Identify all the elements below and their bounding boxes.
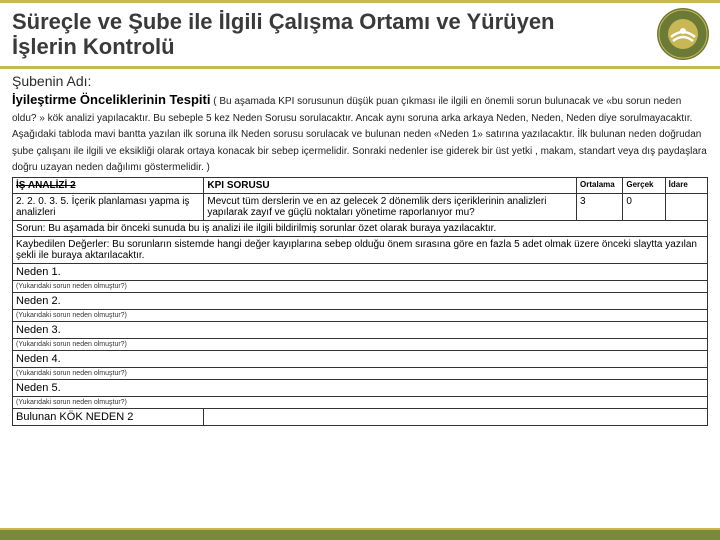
neden-sub-row: (Yukarıdaki sorun neden olmuştur?) <box>13 280 708 292</box>
analysis-table: İŞ ANALİZİ 2 KPI SORUSU Ortalama Gerçek … <box>12 177 708 426</box>
improvement-priorities-heading: İyileştirme Önceliklerinin Tespiti ( Bu … <box>12 92 708 175</box>
sorun-row: Sorun: Bu aşamada bir önceki sunuda bu i… <box>13 220 708 236</box>
neden-sub-row: (Yukarıdaki sorun neden olmuştur?) <box>13 309 708 321</box>
th-kpi: KPI SORUSU <box>204 177 577 193</box>
improvement-desc: ( Bu aşamada KPI sorusunun düşük puan çı… <box>12 96 707 173</box>
neden-row: Neden 2. <box>13 292 708 309</box>
neden-row: Neden 4. <box>13 350 708 367</box>
cell-ida <box>665 193 707 220</box>
neden-sub-row: (Yukarıdaki sorun neden olmuştur?) <box>13 367 708 379</box>
neden-row: Neden 5. <box>13 379 708 396</box>
neden-sub-row: (Yukarıdaki sorun neden olmuştur?) <box>13 338 708 350</box>
neden-sub-label: (Yukarıdaki sorun neden olmuştur?) <box>13 280 708 292</box>
neden-sub-label: (Yukarıdaki sorun neden olmuştur?) <box>13 338 708 350</box>
neden-sub-label: (Yukarıdaki sorun neden olmuştur?) <box>13 396 708 408</box>
bulunan-row: Bulunan KÖK NEDEN 2 <box>13 408 708 425</box>
neden-sub-label: (Yukarıdaki sorun neden olmuştur?) <box>13 367 708 379</box>
institution-logo <box>656 7 710 61</box>
cell-ger: 0 <box>623 193 665 220</box>
neden-label: Neden 2. <box>13 292 708 309</box>
neden-row: Neden 1. <box>13 263 708 280</box>
improvement-bold: İyileştirme Önceliklerinin Tespiti <box>12 92 210 107</box>
bulunan-label: Bulunan KÖK NEDEN 2 <box>13 408 204 425</box>
cell-kpi: Mevcut tüm derslerin ve en az gelecek 2 … <box>204 193 577 220</box>
bulunan-value <box>204 408 708 425</box>
table-row: 2. 2. 0. 3. 5. İçerik planlaması yapma i… <box>13 193 708 220</box>
neden-label: Neden 1. <box>13 263 708 280</box>
th-idare: İdare <box>665 177 707 193</box>
page-title: Süreçle ve Şube ile İlgili Çalışma Ortam… <box>12 9 602 60</box>
footer-stripe <box>0 528 720 540</box>
table-header-row: İŞ ANALİZİ 2 KPI SORUSU Ortalama Gerçek … <box>13 177 708 193</box>
cell-is: 2. 2. 0. 3. 5. İçerik planlaması yapma i… <box>13 193 204 220</box>
neden-sub-label: (Yukarıdaki sorun neden olmuştur?) <box>13 309 708 321</box>
neden-sub-row: (Yukarıdaki sorun neden olmuştur?) <box>13 396 708 408</box>
th-gercek: Gerçek <box>623 177 665 193</box>
neden-label: Neden 3. <box>13 321 708 338</box>
cell-ort: 3 <box>577 193 623 220</box>
th-is: İŞ ANALİZİ 2 <box>13 177 204 193</box>
th-ortalama: Ortalama <box>577 177 623 193</box>
branch-name-label: Şubenin Adı: <box>12 73 708 91</box>
neden-row: Neden 3. <box>13 321 708 338</box>
kaybedilen-row: Kaybedilen Değerler: Bu sorunların siste… <box>13 236 708 263</box>
neden-label: Neden 5. <box>13 379 708 396</box>
sorun-text: Sorun: Bu aşamada bir önceki sunuda bu i… <box>13 220 708 236</box>
neden-label: Neden 4. <box>13 350 708 367</box>
kaybedilen-text: Kaybedilen Değerler: Bu sorunların siste… <box>13 236 708 263</box>
